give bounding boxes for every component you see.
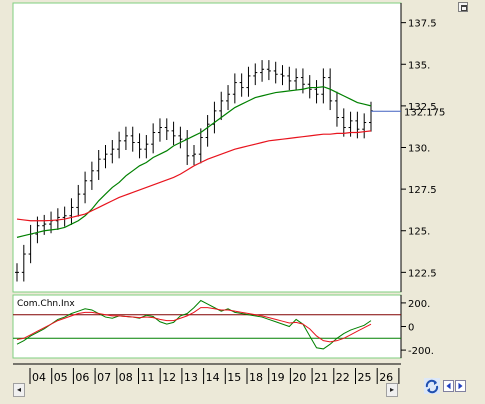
moving-average-line (16, 130, 372, 222)
price-bar (321, 68, 326, 104)
price-bar (130, 126, 135, 152)
price-bar (62, 206, 67, 227)
indicator-tick-label: 0 (408, 323, 414, 334)
price-bar (178, 126, 183, 149)
price-bar (76, 184, 81, 217)
scroll-left-button[interactable]: ◂ (13, 383, 25, 397)
price-bar (273, 61, 278, 84)
price-bar (103, 145, 108, 169)
x-axis-label: 15 (227, 371, 241, 384)
indicator-tick-label: -200. (408, 346, 434, 357)
x-axis-label: 20 (292, 371, 306, 384)
price-bar (192, 145, 196, 165)
price-bar (232, 73, 237, 104)
price-bar (205, 115, 210, 147)
indicator-panel (12, 294, 402, 359)
price-panel (12, 2, 402, 293)
price-bar (280, 65, 285, 86)
x-axis-label: 19 (271, 371, 285, 384)
price-bar (157, 118, 162, 142)
x-axis-label: 18 (249, 371, 263, 384)
x-axis-label: 11 (141, 371, 155, 384)
price-bar (117, 131, 122, 159)
x-axis-label: 25 (358, 371, 372, 384)
price-bar (96, 149, 101, 180)
price-bar (260, 60, 265, 82)
scroll-right-button[interactable]: ▸ (386, 383, 398, 397)
price-bar (15, 263, 19, 282)
price-tick-label: 127.5 (408, 185, 437, 196)
price-bar (123, 126, 128, 150)
x-axis-label: 08 (119, 371, 133, 384)
price-bar (307, 75, 312, 99)
price-bar (253, 63, 258, 86)
x-axis-label: 06 (75, 371, 89, 384)
price-bar (266, 60, 271, 81)
x-axis-label: 14 (206, 371, 220, 384)
last-price-label: 132.175 (404, 107, 445, 118)
price-bar (55, 208, 60, 230)
x-axis-label: 26 (379, 371, 393, 384)
price-bar (69, 198, 74, 225)
indicator-line (16, 307, 372, 343)
indicator-title: Com.Chn.Inx (17, 299, 75, 309)
price-bar (171, 121, 176, 146)
price-bar (355, 111, 360, 139)
price-bar (287, 66, 292, 91)
price-bar (21, 244, 26, 282)
price-tick-label: 132.5 (408, 102, 437, 113)
x-axis-label: 12 (162, 371, 176, 384)
price-bar (89, 161, 94, 190)
x-axis-label: 05 (54, 371, 68, 384)
price-bar (362, 113, 367, 139)
price-bar (83, 171, 88, 204)
price-bar (314, 80, 319, 104)
price-bar (239, 73, 244, 97)
nav-left-icon[interactable] (443, 380, 454, 392)
price-bar (151, 123, 156, 154)
price-bar (198, 128, 203, 164)
price-tick-label: 125. (408, 227, 430, 238)
price-bar (334, 91, 339, 127)
x-axis-label: 21 (314, 371, 328, 384)
price-bar (144, 135, 149, 159)
moving-average-line (16, 86, 372, 238)
price-bar (164, 118, 169, 141)
price-bar (226, 85, 231, 111)
price-bar (137, 133, 142, 159)
x-axis-label: 13 (184, 371, 198, 384)
indicator-line (16, 299, 372, 350)
refresh-icon[interactable] (424, 378, 440, 394)
price-tick-label: 130. (408, 144, 430, 155)
price-bar (110, 140, 115, 164)
price-bar (246, 66, 251, 97)
price-tick-label: 137.5 (408, 19, 437, 30)
price-bar (341, 108, 346, 137)
price-tick-label: 122.5 (408, 268, 437, 279)
price-bar (219, 91, 224, 121)
maximize-icon[interactable] (458, 2, 468, 12)
price-bar (42, 214, 47, 235)
price-bar (294, 68, 299, 91)
nav-right-icon[interactable] (455, 380, 466, 392)
x-axis-label: 22 (336, 371, 350, 384)
x-axis-label: 04 (32, 371, 46, 384)
indicator-tick-label: 200. (408, 299, 430, 310)
price-tick-label: 135. (408, 60, 430, 71)
x-axis-label: 07 (97, 371, 111, 384)
